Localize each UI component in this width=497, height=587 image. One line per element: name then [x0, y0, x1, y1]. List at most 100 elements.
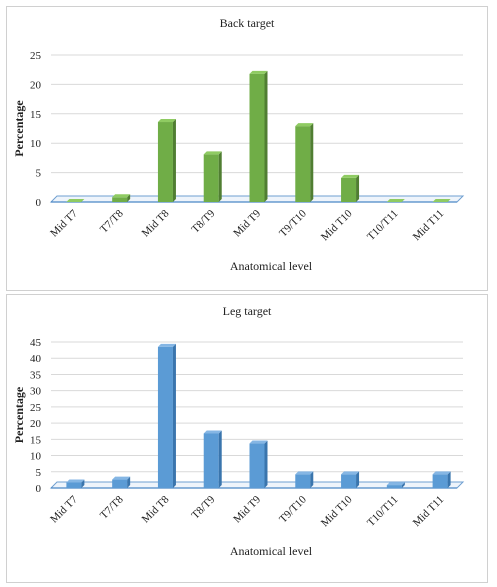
bar-front [295, 126, 311, 202]
y-tick-label: 20 [30, 79, 42, 91]
bar-side [172, 119, 176, 202]
bar [203, 151, 222, 202]
y-axis-title: Percentage [12, 100, 26, 157]
bar-side [310, 123, 314, 202]
bar-front [66, 482, 82, 488]
x-tick-label: T9/T10 [277, 207, 309, 239]
x-axis-title: Anatomical level [230, 544, 313, 558]
x-tick-label: T8/T9 [189, 207, 217, 235]
y-tick-label: 20 [30, 418, 42, 430]
y-tick-label: 5 [36, 467, 42, 479]
chart-panel-leg-target: Leg target 0 5 10 15 20 25 30 35 40 45 Percentage Mi… [6, 294, 488, 583]
bar-top [203, 151, 222, 155]
chart-panel-back-target: Back target 0 5 10 15 20 25 Percentage Mid T7 T7/… [6, 6, 488, 291]
bar-front [249, 443, 265, 488]
bar-top [157, 119, 176, 123]
x-tick-label: T7/T8 [98, 207, 126, 235]
bar-front [341, 474, 357, 488]
y-tick-label: 0 [36, 197, 42, 209]
bar-front [203, 154, 219, 202]
bar [66, 479, 85, 488]
bar [295, 123, 314, 202]
bar [295, 471, 314, 488]
x-tick-label: T8/T9 [189, 493, 217, 521]
bar [203, 430, 222, 488]
bar-side [310, 471, 314, 488]
bar [341, 471, 360, 488]
bar [157, 343, 176, 488]
bar-front [249, 73, 265, 202]
bar-front [341, 177, 357, 202]
bar-front [157, 346, 173, 488]
bar-top [386, 482, 405, 486]
chart-title: Leg target [223, 304, 272, 318]
x-tick-label: T10/T11 [365, 208, 400, 243]
bar-top [66, 199, 85, 202]
bar-front [112, 197, 128, 202]
x-tick-label: Mid T10 [319, 493, 355, 529]
bar-top [157, 343, 176, 347]
x-tick-label: T10/T11 [365, 494, 400, 529]
bar [249, 440, 268, 488]
y-tick-label: 25 [30, 50, 42, 62]
chart-title: Back target [220, 16, 275, 30]
bar-top [112, 476, 131, 480]
bar-side [401, 482, 405, 488]
bar-side [218, 151, 222, 202]
y-tick-label: 40 [30, 353, 42, 365]
x-tick-label: Mid T9 [231, 493, 263, 525]
bar [112, 194, 131, 202]
bar-top [112, 194, 131, 198]
bar [432, 199, 451, 203]
y-tick-label: 25 [30, 402, 42, 414]
bar-top [386, 199, 405, 202]
x-tick-label: Mid T7 [48, 493, 80, 525]
x-tick-label: T9/T10 [277, 493, 309, 525]
bar-top [341, 174, 360, 178]
bar-front [157, 122, 173, 202]
bar [386, 482, 405, 488]
bar-side [127, 476, 131, 488]
y-tick-label: 10 [30, 138, 42, 150]
x-tick-label: T7/T8 [98, 493, 126, 521]
bar-top [203, 430, 222, 434]
bar-top [432, 471, 451, 475]
x-tick-label: Mid T8 [140, 207, 172, 239]
bar-front [112, 479, 128, 488]
bar-side [447, 471, 451, 488]
y-tick-label: 5 [36, 168, 42, 180]
x-axis-title: Anatomical level [230, 259, 313, 273]
bar-front [203, 433, 219, 488]
bar-top [249, 70, 268, 74]
x-tick-label: Mid T9 [231, 207, 263, 239]
chart-leg-target: Leg target 0 5 10 15 20 25 30 35 40 45 Percentage Mi… [12, 304, 465, 558]
x-tick-label: Mid T11 [411, 208, 446, 243]
bar-front [295, 474, 311, 488]
bar-top [341, 471, 360, 475]
bar [112, 476, 131, 488]
y-axis-title: Percentage [12, 386, 26, 443]
bar [341, 174, 360, 202]
x-tick-label: Mid T10 [319, 207, 355, 243]
bar-side [264, 440, 268, 488]
y-tick-label: 45 [30, 337, 42, 349]
bar [386, 199, 405, 203]
bar-top [249, 440, 268, 444]
y-tick-label: 10 [30, 451, 42, 463]
bar-side [218, 430, 222, 488]
bar-top [295, 123, 314, 127]
bar-top [432, 199, 451, 202]
y-tick-label: 15 [30, 109, 42, 121]
x-tick-label: Mid T11 [411, 494, 446, 529]
bar-top [66, 479, 85, 483]
bar [432, 471, 451, 488]
y-tick-label: 35 [30, 369, 42, 381]
bar [249, 70, 268, 202]
bar-front [386, 485, 402, 488]
chart-back-target: Back target 0 5 10 15 20 25 Percentage Mid T7 T7/… [12, 16, 465, 273]
bar-side [356, 471, 360, 488]
y-tick-label: 30 [30, 386, 42, 398]
y-tick-label: 15 [30, 434, 42, 446]
bar-side [264, 70, 268, 202]
bar-side [356, 174, 360, 202]
